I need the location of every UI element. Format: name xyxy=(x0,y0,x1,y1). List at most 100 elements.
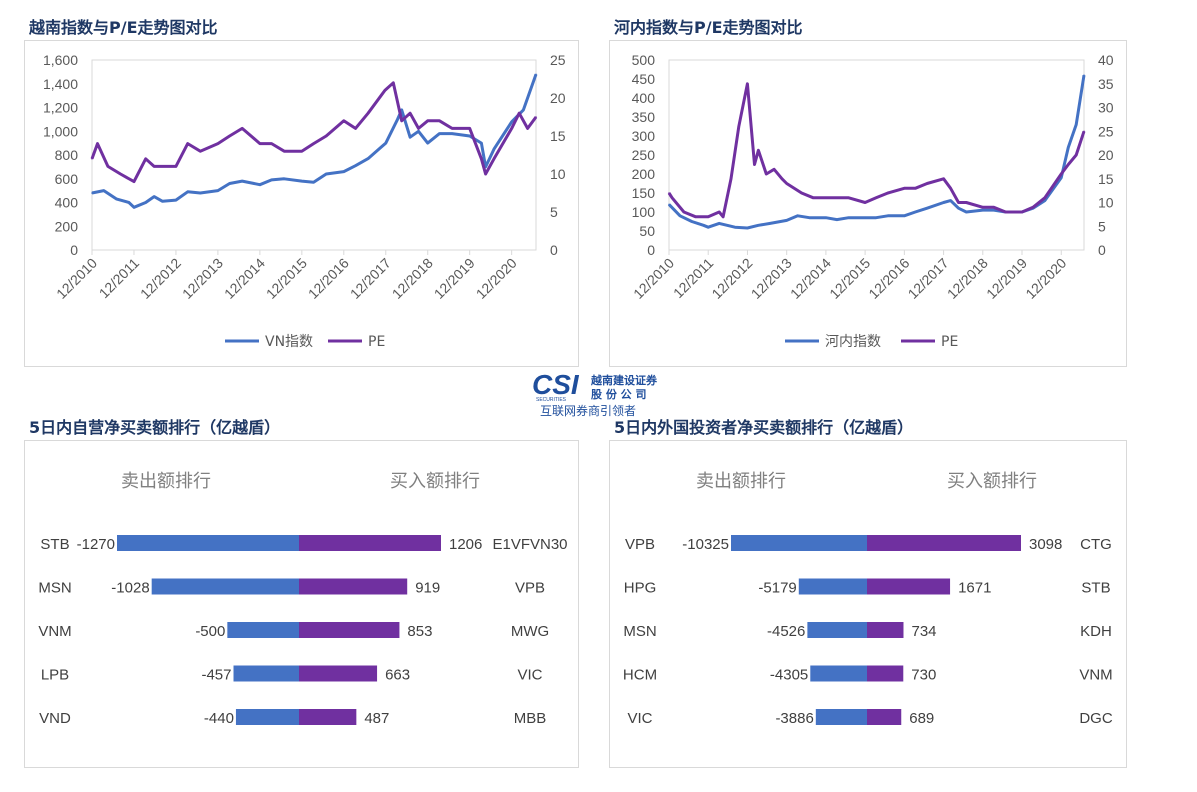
buy-value-label: 487 xyxy=(364,710,389,727)
data-point xyxy=(493,148,495,150)
buy-value-label: 734 xyxy=(911,623,936,640)
buy-value-label: 853 xyxy=(407,623,432,640)
y-right-tick-label: 25 xyxy=(550,52,566,68)
data-point xyxy=(283,178,286,180)
series-line-pe xyxy=(90,81,538,184)
data-point xyxy=(718,211,720,213)
buy-bar xyxy=(867,535,1021,551)
data-point xyxy=(914,211,917,213)
x-tick-label: 12/2010 xyxy=(53,255,100,302)
x-tick-label: 12/2018 xyxy=(389,255,436,302)
data-point xyxy=(186,142,189,145)
y-left-tick-label: 150 xyxy=(632,185,656,201)
data-point xyxy=(702,224,705,227)
buy-stock-name: VPB xyxy=(515,580,545,597)
sell-value-label: -457 xyxy=(201,667,231,684)
buy-stock-name: MBB xyxy=(514,710,547,727)
data-point xyxy=(746,83,749,85)
data-point xyxy=(96,142,99,145)
buy-stock-name: STB xyxy=(1081,580,1110,597)
data-point xyxy=(887,192,889,194)
data-point xyxy=(903,187,906,190)
data-point xyxy=(133,180,135,183)
data-point xyxy=(757,149,760,152)
data-point xyxy=(769,222,771,225)
y-left-tick-label: 1,200 xyxy=(43,100,78,116)
data-point xyxy=(808,216,811,219)
data-point xyxy=(259,183,261,186)
buy-stock-name: VIC xyxy=(517,667,542,684)
data-point xyxy=(800,192,803,194)
buy-bar xyxy=(299,709,357,725)
y-left-tick-label: 1,000 xyxy=(43,123,78,139)
x-tick-label: 12/2011 xyxy=(96,255,143,302)
data-point xyxy=(993,206,995,209)
sell-bar xyxy=(235,709,299,725)
data-point xyxy=(354,164,357,167)
y-right-tick-label: 0 xyxy=(1098,242,1106,258)
y-left-tick-label: 200 xyxy=(632,166,656,182)
data-point xyxy=(312,181,315,184)
data-point xyxy=(785,182,788,185)
data-point xyxy=(91,158,93,160)
x-tick-label: 12/2017 xyxy=(905,255,952,302)
data-point xyxy=(438,120,441,122)
data-point xyxy=(396,118,399,121)
data-point xyxy=(103,189,105,192)
data-point xyxy=(914,187,917,190)
data-point xyxy=(480,142,483,144)
buy-value-label: 663 xyxy=(385,667,410,684)
data-point xyxy=(1032,206,1034,209)
data-point xyxy=(734,226,736,228)
data-point xyxy=(493,158,495,160)
buy-stock-name: E1VFVN30 xyxy=(492,536,567,553)
x-tick-label: 12/2020 xyxy=(1022,255,1069,302)
y-right-tick-label: 0 xyxy=(550,242,558,258)
x-tick-label: 12/2013 xyxy=(748,255,795,302)
data-point xyxy=(522,109,525,111)
data-point xyxy=(1060,173,1062,175)
sell-stock-name: VND xyxy=(39,710,71,727)
data-point xyxy=(228,135,231,137)
y-right-tick-label: 25 xyxy=(1098,123,1114,139)
y-left-tick-label: 200 xyxy=(55,218,79,234)
sell-bar xyxy=(227,622,299,638)
series-line-index xyxy=(91,73,538,209)
y-right-tick-label: 35 xyxy=(1098,76,1114,92)
hn-pe-chart-title: 河内指数与P/E走势图对比 xyxy=(614,18,803,37)
data-point xyxy=(982,209,984,211)
prop-rank-chart-title: 5日内自营净买卖额排行（亿越盾） xyxy=(29,418,281,437)
data-point xyxy=(409,112,411,114)
buy-value-label: 919 xyxy=(415,580,440,597)
data-point xyxy=(887,215,889,217)
y-right-tick-label: 20 xyxy=(550,90,566,106)
y-left-tick-label: 1,400 xyxy=(43,76,78,92)
prop-rank-bar-chart: 卖出额排行 买入额排行 -1270 STB -1028 MSN -500 VNM -457 LPB… xyxy=(38,471,567,727)
y-right-tick-label: 15 xyxy=(550,128,566,144)
sell-value-label: -4305 xyxy=(770,667,808,684)
buy-value-label: 3098 xyxy=(1029,536,1062,553)
data-point xyxy=(1075,154,1077,156)
data-point xyxy=(426,120,429,122)
y-left-tick-label: 400 xyxy=(632,90,656,106)
data-point xyxy=(668,192,670,194)
x-tick-label: 12/2010 xyxy=(630,255,677,302)
data-point xyxy=(510,121,513,123)
data-point xyxy=(144,201,147,204)
data-point xyxy=(1083,74,1085,76)
sell-bar xyxy=(807,622,867,638)
data-point xyxy=(409,136,411,138)
data-point xyxy=(726,224,728,227)
data-point xyxy=(270,179,273,181)
data-point xyxy=(175,165,177,168)
data-point xyxy=(1044,199,1046,202)
buy-bar xyxy=(299,578,408,595)
data-point xyxy=(417,130,420,133)
buy-bar xyxy=(867,709,902,725)
buy-bar xyxy=(867,665,904,682)
data-point xyxy=(518,112,520,114)
data-point xyxy=(144,158,147,160)
data-point xyxy=(301,180,303,182)
buy-stock-name: KDH xyxy=(1080,623,1112,640)
data-point xyxy=(451,132,453,135)
